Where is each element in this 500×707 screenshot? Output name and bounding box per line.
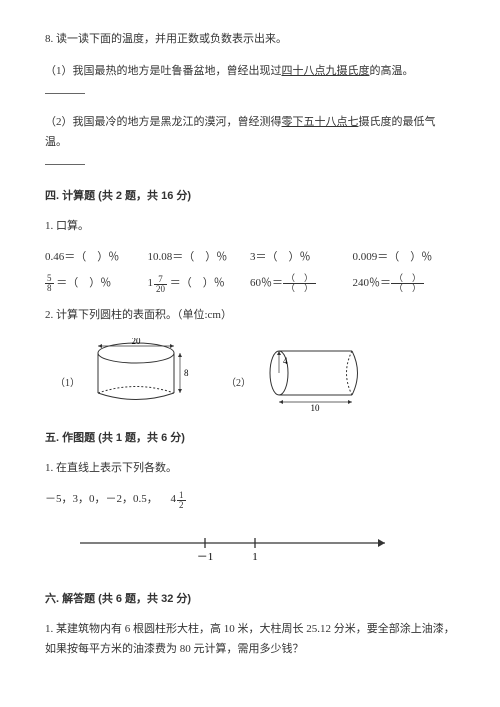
cylinder-2-svg: 4 10 xyxy=(257,338,377,413)
q8-part1: （1）我国最热的地方是吐鲁番盆地，曾经出现过四十八点九摄氏度的高温。 xyxy=(45,62,455,102)
question-8: 8. 读一读下面的温度，并用正数或负数表示出来。 xyxy=(45,30,455,50)
r2b-whole: 1 xyxy=(148,274,154,294)
figures-row: （1） 20 8 （2） 4 10 xyxy=(55,338,455,413)
q8-p1-underline: 四十八点九摄氏度 xyxy=(282,65,370,77)
r2c-den: （ ） xyxy=(283,284,316,293)
calc-r1-c: 3＝（ ）％ xyxy=(250,248,353,268)
figure-1-wrap: （1） 20 8 xyxy=(55,338,196,413)
figure-2-wrap: （2） 4 10 xyxy=(226,338,377,413)
number-line-svg: －1 1 xyxy=(75,528,395,568)
q8-p1-b: 的高温。 xyxy=(370,65,414,77)
s5-numbers: －5，3，0，－2，0.5， 412 xyxy=(45,490,455,510)
section-4-title: 四. 计算题 (共 2 题，共 16 分) xyxy=(45,187,455,207)
s5-mix-w: 4 xyxy=(171,490,177,510)
fig2-l: 10 xyxy=(311,403,321,413)
s4-q2: 2. 计算下列圆柱的表面积。（单位:cm） xyxy=(45,306,455,326)
fig1-h: 8 xyxy=(184,368,189,378)
r2d-pre: 240％＝ xyxy=(353,277,392,289)
calc-r1-b: 10.08＝（ ）％ xyxy=(148,248,251,268)
q8-p2-a: （2）我国最冷的地方是黑龙江的漠河，曾经测得 xyxy=(45,116,282,128)
number-line: －1 1 xyxy=(75,528,455,576)
section-6-title: 六. 解答题 (共 6 题，共 32 分) xyxy=(45,590,455,610)
s5-mix-d: 2 xyxy=(177,501,186,510)
calc-r2-b: 1720 ＝（ ）％ xyxy=(148,274,251,294)
cylinder-1-svg: 20 8 xyxy=(86,338,196,413)
calc-r1-d: 0.009＝（ ）％ xyxy=(353,248,456,268)
r2a-tail: ＝（ ）％ xyxy=(54,277,112,289)
s4-q1: 1. 口算。 xyxy=(45,217,455,237)
q8-part2: （2）我国最冷的地方是黑龙江的漠河，曾经测得零下五十八点七摄氏度的最低气温。 xyxy=(45,113,455,172)
s5-nums-a: －5，3，0，－2，0.5， xyxy=(45,493,158,505)
r2c-pre: 60％＝ xyxy=(250,277,283,289)
q8-p1-a: （1）我国最热的地方是吐鲁番盆地，曾经出现过 xyxy=(45,65,282,77)
s6-q1: 1. 某建筑物内有 6 根圆柱形大柱，高 10 米，大柱周长 25.12 分米，… xyxy=(45,620,455,660)
fig1-label: （1） xyxy=(55,375,80,393)
fig1-d: 20 xyxy=(132,338,142,346)
fig2-label: （2） xyxy=(226,375,251,393)
q8-stem: 8. 读一读下面的温度，并用正数或负数表示出来。 xyxy=(45,30,455,50)
r2b-tail: ＝（ ）％ xyxy=(167,277,225,289)
nl-pos1: 1 xyxy=(252,551,258,563)
calc-row-2: 58 ＝（ ）％ 1720 ＝（ ）％ 60％＝（ ）（ ） 240％＝（ ）（… xyxy=(45,274,455,294)
calc-row-1: 0.46＝（ ）％ 10.08＝（ ）％ 3＝（ ）％ 0.009＝（ ）％ xyxy=(45,248,455,268)
s5-q1: 1. 在直线上表示下列各数。 xyxy=(45,459,455,479)
calc-r2-a: 58 ＝（ ）％ xyxy=(45,274,148,294)
r2d-den: （ ） xyxy=(391,284,424,293)
r2b-den: 20 xyxy=(154,285,167,294)
section-5-title: 五. 作图题 (共 1 题，共 6 分) xyxy=(45,429,455,449)
nl-neg1: －1 xyxy=(197,551,214,563)
calc-r2-d: 240％＝（ ）（ ） xyxy=(353,274,456,294)
calc-r1-a: 0.46＝（ ）％ xyxy=(45,248,148,268)
calc-r2-c: 60％＝（ ）（ ） xyxy=(250,274,353,294)
q8-p2-underline: 零下五十八点七 xyxy=(282,116,359,128)
q8-p1-blank xyxy=(45,82,85,94)
fig2-r: 4 xyxy=(283,356,288,366)
q8-p2-blank xyxy=(45,153,85,165)
r2a-den: 8 xyxy=(45,284,54,293)
